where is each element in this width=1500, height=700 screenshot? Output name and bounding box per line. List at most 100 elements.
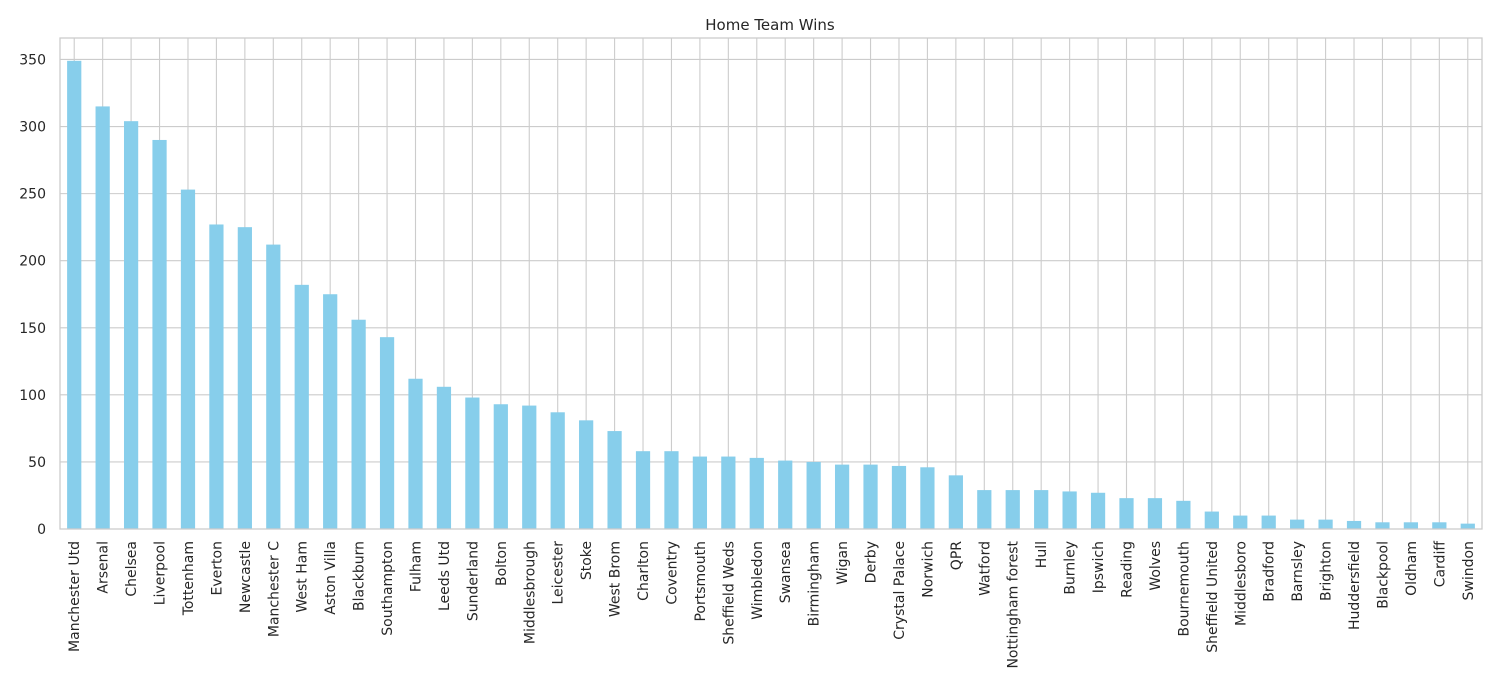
bar	[579, 420, 594, 529]
x-tick-label: Bournemouth	[1176, 541, 1192, 636]
bar	[948, 475, 963, 529]
bar	[1233, 515, 1248, 529]
x-tick-label: Watford	[977, 541, 993, 596]
bar	[806, 461, 821, 529]
bar	[237, 227, 252, 529]
y-tick-label: 0	[37, 522, 46, 538]
bar	[1375, 522, 1390, 529]
bar	[863, 464, 878, 529]
x-tick-label: Middlesbrough	[522, 541, 538, 644]
x-tick-label: Everton	[209, 541, 225, 595]
bar	[1204, 511, 1219, 529]
bar	[607, 431, 622, 529]
y-axis-ticks: 0 50 100 150 200 250 300 350	[19, 52, 46, 538]
bar	[436, 386, 452, 529]
bar	[294, 284, 309, 529]
bar	[749, 457, 764, 529]
x-tick-label: Sheffield United	[1205, 541, 1221, 653]
bar	[1403, 522, 1419, 529]
x-tick-label: Huddersfield	[1347, 541, 1363, 630]
bar	[67, 60, 82, 530]
bar	[1318, 519, 1333, 529]
bar	[635, 451, 651, 529]
bar	[379, 337, 395, 529]
bar	[1432, 522, 1447, 529]
bar	[152, 139, 167, 529]
bar	[721, 456, 736, 529]
bar	[323, 294, 338, 529]
y-tick-label: 300	[19, 120, 46, 136]
x-tick-label: Arsenal	[96, 541, 112, 594]
bar	[891, 465, 907, 529]
bar	[1261, 515, 1276, 529]
bar	[522, 405, 537, 529]
x-tick-label: Swindon	[1461, 541, 1477, 600]
x-tick-label: Manchester C	[266, 541, 282, 637]
bar	[351, 319, 366, 529]
chart-title: Home Team Wins	[705, 16, 835, 34]
bar	[692, 456, 708, 529]
plot-frame	[59, 37, 1483, 530]
x-tick-label: Coventry	[664, 541, 680, 605]
bar	[977, 490, 992, 529]
x-tick-label: Newcastle	[238, 541, 254, 613]
x-tick-label: Birmingham	[807, 541, 823, 626]
x-tick-label: Manchester Utd	[67, 541, 83, 652]
bar	[95, 106, 110, 529]
bar	[493, 404, 508, 529]
bar	[778, 460, 793, 529]
bar	[920, 467, 935, 529]
x-tick-label: Cardiff	[1432, 541, 1448, 588]
x-tick-label: Leeds Utd	[437, 541, 453, 611]
bar	[1460, 523, 1475, 529]
x-tick-label: Portsmouth	[693, 541, 709, 622]
bar	[1090, 492, 1106, 529]
x-tick-label: Swansea	[778, 541, 794, 603]
x-tick-label: Blackburn	[352, 541, 368, 611]
x-tick-label: Wolves	[1148, 541, 1164, 591]
x-tick-label: Barnsley	[1290, 541, 1306, 602]
bar	[834, 464, 850, 529]
x-tick-label: Burnley	[1063, 541, 1079, 595]
x-tick-label: Stoke	[579, 541, 595, 580]
bars	[67, 60, 1475, 530]
x-tick-label: Bradford	[1262, 541, 1278, 602]
x-tick-label: Leicester	[551, 541, 567, 605]
y-tick-label: 350	[19, 52, 46, 68]
x-tick-label: Nottingham forest	[1006, 540, 1022, 668]
x-tick-label: Ipswich	[1091, 541, 1107, 593]
y-tick-label: 250	[19, 187, 46, 203]
bar	[550, 412, 565, 529]
bar	[1034, 490, 1049, 529]
bar	[465, 397, 480, 529]
bar	[1290, 519, 1305, 529]
x-tick-label: Sheffield Weds	[721, 541, 737, 645]
bar	[180, 189, 196, 529]
bar	[123, 121, 139, 529]
x-tick-label: Southampton	[380, 541, 396, 636]
bar	[1346, 520, 1362, 529]
x-tick-label: Reading	[1120, 541, 1136, 598]
bar	[1176, 500, 1191, 529]
x-tick-label: Derby	[864, 541, 880, 583]
x-tick-label: Liverpool	[153, 541, 169, 605]
x-tick-label: West Ham	[295, 541, 311, 613]
x-tick-label: Fulham	[409, 541, 425, 592]
y-tick-label: 150	[19, 321, 46, 337]
x-tick-label: Wimbledon	[750, 541, 766, 620]
bar	[1005, 490, 1020, 529]
x-tick-label: Charlton	[636, 541, 652, 601]
bar	[664, 451, 679, 529]
x-axis-ticks: Manchester Utd Arsenal Chelsea Liverpool Tot…	[67, 540, 1477, 668]
x-tick-label: West Brom	[608, 541, 624, 617]
bar	[1119, 498, 1134, 529]
x-tick-label: Sunderland	[465, 541, 481, 621]
y-tick-label: 100	[19, 388, 46, 404]
x-tick-label: Oldham	[1404, 541, 1420, 596]
x-tick-label: Wigan	[835, 541, 851, 585]
x-tick-label: Crystal Palace	[892, 541, 908, 640]
bar	[266, 244, 281, 529]
y-tick-label: 200	[19, 254, 46, 270]
x-tick-label: Hull	[1034, 541, 1050, 568]
x-tick-label: Blackpool	[1375, 541, 1391, 609]
